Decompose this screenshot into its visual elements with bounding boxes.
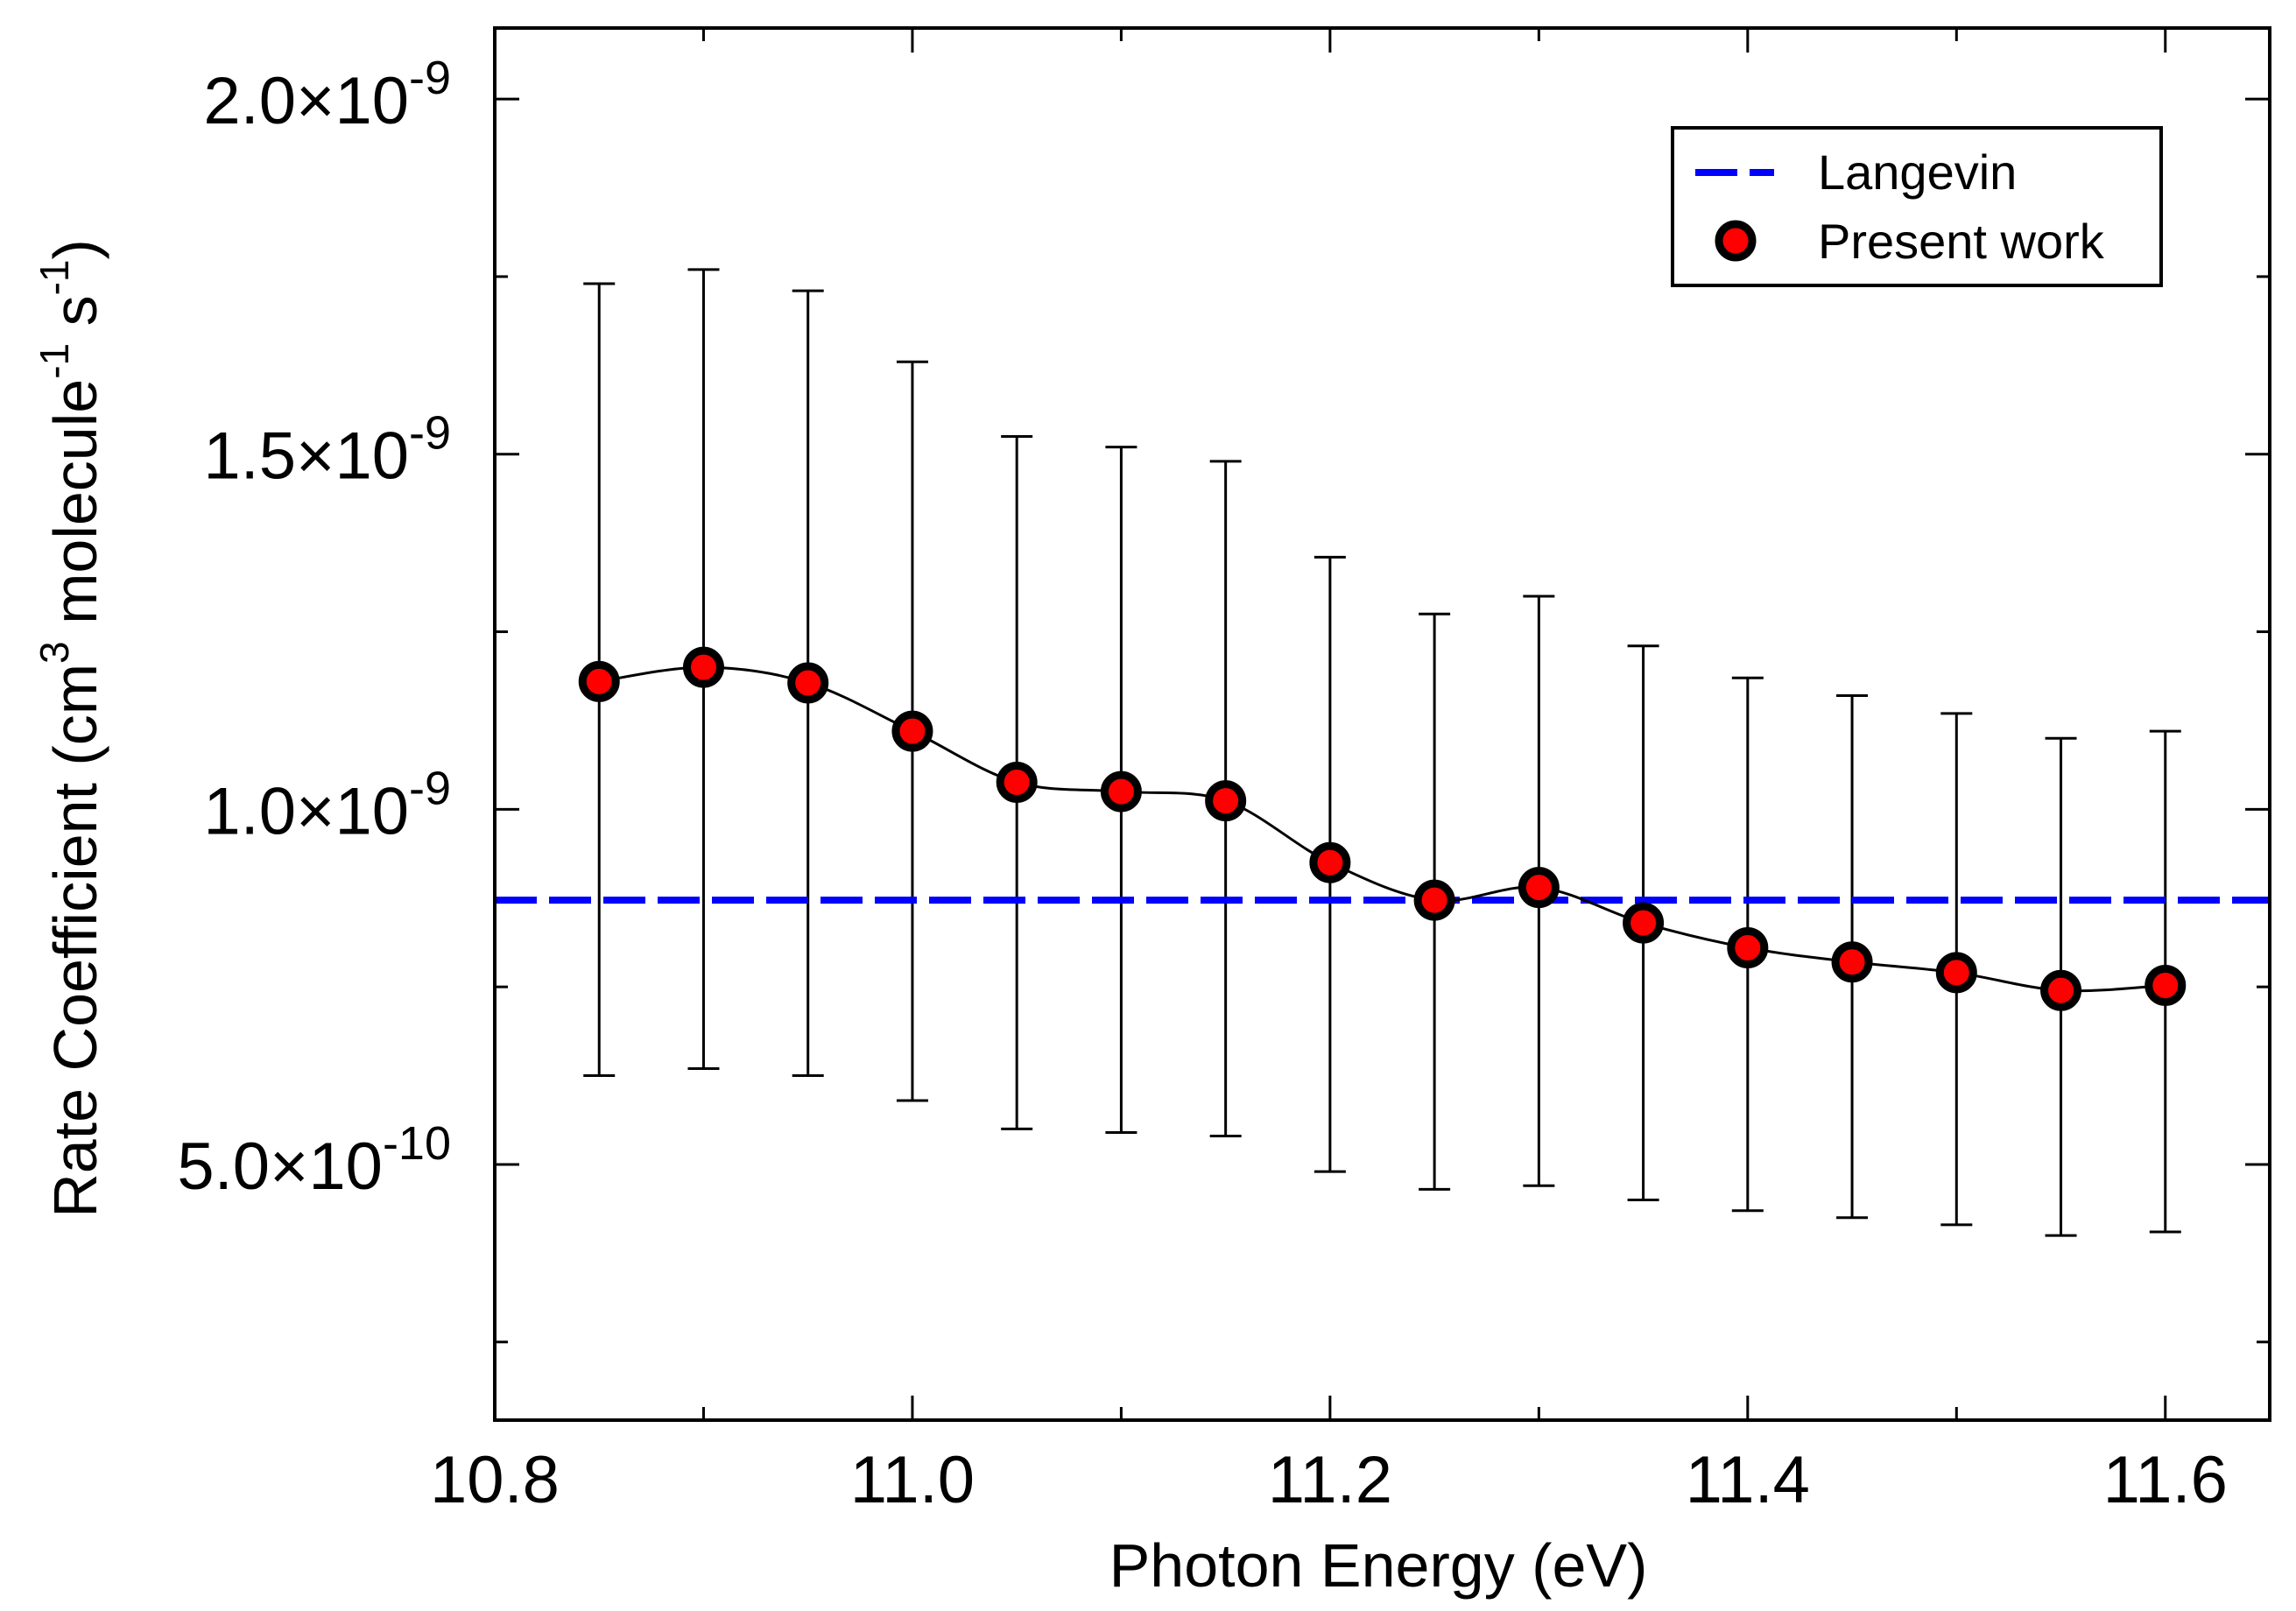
data-point xyxy=(1727,927,1769,969)
y-tick-label: 1.5×10-9 xyxy=(203,407,451,494)
y-tick-label: 1.0×10-9 xyxy=(203,762,451,848)
y-axis-title-sup1: 3 xyxy=(32,641,77,664)
x-tick-label: 10.8 xyxy=(430,1443,560,1517)
y-tick-exponent: -9 xyxy=(409,52,451,104)
data-point xyxy=(578,660,620,702)
data-point xyxy=(1935,952,1977,994)
y-tick-mantissa: 2.0×10 xyxy=(203,64,409,138)
y-tick-exponent: -10 xyxy=(383,1117,451,1170)
y-axis-title-mid: molecule xyxy=(41,379,109,642)
legend-langevin-label: Langevin xyxy=(1818,144,2017,200)
y-axis-title-prefix: Rate Coefficient (cm xyxy=(41,664,109,1218)
x-tick-label: 11.2 xyxy=(1268,1443,1392,1517)
y-tick-exponent: -9 xyxy=(409,407,451,460)
x-tick-label: 11.0 xyxy=(850,1443,975,1517)
y-axis-title: Rate Coefficient (cm3 molecule-1 s-1) xyxy=(32,239,109,1218)
data-point xyxy=(1100,770,1142,813)
y-tick-labels: 5.0×10-101.0×10-91.5×10-92.0×10-9 xyxy=(177,52,451,1204)
y-axis-title-sup2: -1 xyxy=(32,343,77,379)
y-tick-mantissa: 1.5×10 xyxy=(203,419,409,494)
legend-present-work-swatch xyxy=(1715,220,1757,262)
data-point xyxy=(682,646,724,688)
data-point xyxy=(2040,969,2082,1011)
y-tick-label: 5.0×10-10 xyxy=(177,1117,451,1204)
y-tick-exponent: -9 xyxy=(409,762,451,814)
x-tick-label: 11.6 xyxy=(2103,1443,2228,1517)
data-point xyxy=(1309,841,1351,883)
legend-present-work-label: Present work xyxy=(1818,214,2105,269)
x-tick-label: 11.4 xyxy=(1686,1443,1810,1517)
y-tick-mantissa: 5.0×10 xyxy=(177,1129,383,1204)
data-point xyxy=(1831,941,1873,983)
y-axis-title-mid2: s xyxy=(41,295,109,342)
fit-curve xyxy=(599,665,2166,993)
data-point xyxy=(1623,902,1665,944)
data-point xyxy=(787,662,829,704)
data-point xyxy=(891,710,933,752)
data-point xyxy=(1518,867,1560,909)
y-tick-label: 2.0×10-9 xyxy=(203,52,451,138)
legend-box xyxy=(1671,126,2163,287)
y-tick-mantissa: 1.0×10 xyxy=(203,774,409,848)
present-work-series xyxy=(578,646,2187,1011)
y-axis-title-suffix: ) xyxy=(41,239,109,259)
y-axis-title-sup3: -1 xyxy=(32,260,77,296)
data-point xyxy=(996,762,1038,804)
x-tick-labels: 10.8 11.0 11.2 11.4 11.6 xyxy=(430,1443,2228,1517)
data-point xyxy=(1205,780,1247,822)
axis-ticks xyxy=(493,28,2270,1420)
data-point xyxy=(2145,965,2187,1007)
x-axis-title: Photon Energy (eV) xyxy=(1109,1531,1648,1600)
plot-frame xyxy=(493,26,2271,1422)
legend: Langevin Present work xyxy=(1671,126,2163,287)
data-point xyxy=(1413,879,1455,921)
